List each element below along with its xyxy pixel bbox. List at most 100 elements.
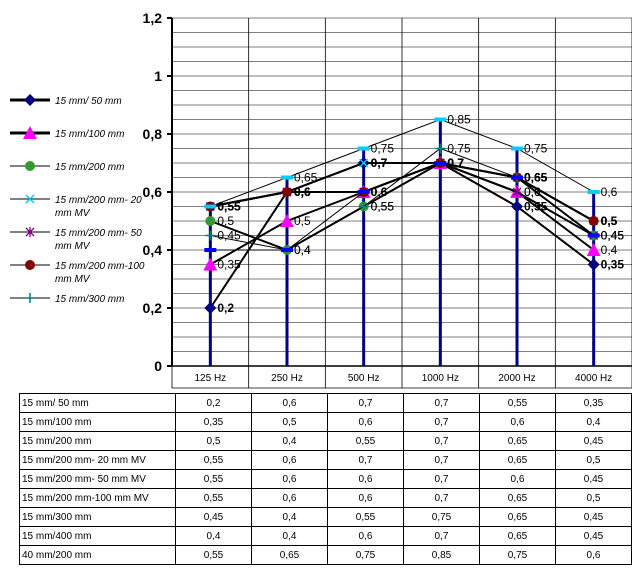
series-marker <box>511 200 523 213</box>
legend-entry: 15 mm/300 mm <box>10 293 124 305</box>
table-cell: 0,55 <box>327 431 404 451</box>
series-marker <box>281 175 293 180</box>
y-tick-label: 0,2 <box>143 300 163 316</box>
data-label: 0,65 <box>524 171 548 185</box>
series-marker <box>357 146 370 151</box>
data-label: 0,7 <box>447 156 464 170</box>
table-cell: 0,7 <box>403 431 480 451</box>
x-category-label: 250 Hz <box>271 373 303 384</box>
series-marker <box>204 302 217 314</box>
table-cell: 0,4 <box>251 526 328 546</box>
data-label: 0,6 <box>371 185 388 199</box>
data-table: 15 mm/ 50 mm 0,2 0,6 0,7 0,7 0,55 0,35 15 mm/10… <box>19 393 632 565</box>
data-label: 0,6 <box>371 185 388 199</box>
table-cell: 0,4 <box>175 526 252 546</box>
row-label: 15 mm/400 mm <box>19 526 176 546</box>
table-row: 40 mm/200 mm 0,55 0,65 0,75 0,85 0,75 0,6 <box>19 545 632 565</box>
data-label: 0,75 <box>524 142 548 156</box>
legend-entry: 15 mm/ 50 mm <box>10 94 122 107</box>
table-cell: 0,6 <box>251 450 328 470</box>
table-cell: 0,55 <box>175 450 252 470</box>
legend-entry: 15 mm/100 mm <box>10 126 124 140</box>
series-marker <box>434 117 447 122</box>
legend-entry: 15 mm/200 mm- 20 mm MV <box>10 194 142 219</box>
data-label: 0,65 <box>524 171 548 185</box>
table-cell: 0,4 <box>555 412 632 432</box>
table-cell: 0,6 <box>479 469 556 489</box>
table-cell: 0,5 <box>175 431 252 451</box>
data-label: 0,65 <box>524 171 548 185</box>
data-label: 0,6 <box>294 185 311 199</box>
data-label: 0,35 <box>601 258 625 272</box>
table-cell: 0,75 <box>403 507 480 527</box>
data-label: 0,7 <box>447 156 464 170</box>
y-axis-tick-labels: 0 0,2 0,4 0,6 0,8 1 1,2 <box>143 10 163 374</box>
series-marker <box>435 143 446 154</box>
table-cell: 0,7 <box>403 412 480 432</box>
table-cell: 0,75 <box>327 545 404 565</box>
row-label: 15 mm/ 50 mm <box>19 393 176 413</box>
table-cell: 0,65 <box>479 526 556 546</box>
row-label: 40 mm/200 mm <box>19 545 176 565</box>
line-chart: 0 0,2 0,4 0,6 0,8 1 1,2 125 Hz 250 Hz 500 Hz 1000… <box>10 10 632 389</box>
series-marker <box>281 248 293 252</box>
table-cell: 0,55 <box>175 469 252 489</box>
y-tick-label: 0,6 <box>143 184 163 200</box>
data-label: 0,7 <box>447 156 464 170</box>
table-cell: 0,5 <box>555 488 632 508</box>
data-label: 0,75 <box>371 142 395 156</box>
data-label: 0,6 <box>524 185 541 199</box>
table-row: 15 mm/100 mm 0,35 0,5 0,6 0,7 0,6 0,4 <box>19 412 632 432</box>
table-cell: 0,6 <box>251 488 328 508</box>
table-cell: 0,55 <box>327 507 404 527</box>
row-label: 15 mm/300 mm <box>19 507 176 527</box>
data-label: 0,2 <box>217 301 234 315</box>
table-cell: 0,65 <box>479 488 556 508</box>
data-label: 0,45 <box>601 229 625 243</box>
data-label: 0,55 <box>524 200 548 214</box>
data-label: 0,55 <box>217 200 241 214</box>
table-cell: 0,5 <box>251 412 328 432</box>
y-tick-label: 1,2 <box>143 10 163 26</box>
chart-data-labels: 0,20,60,7 0,70,550,350,350,50,60,70,60,40… <box>217 113 624 316</box>
legend-label: 15 mm/100 mm <box>55 129 124 140</box>
table-cell: 0,45 <box>175 507 252 527</box>
series-marker <box>587 258 600 271</box>
series-marker <box>204 204 217 209</box>
legend-label: 15 mm/200 mm-100 <box>55 261 145 272</box>
series-marker <box>203 257 218 271</box>
data-label: 0,4 <box>294 243 311 257</box>
table-cell: 0,35 <box>175 412 252 432</box>
series-marker <box>280 214 294 227</box>
table-cell: 0,55 <box>175 488 252 508</box>
series-marker <box>587 233 600 238</box>
table-cell: 0,6 <box>251 393 328 413</box>
legend-label: 15 mm/200 mm- 50 <box>55 228 142 239</box>
table-cell: 0,65 <box>251 545 328 565</box>
series-marker <box>359 158 369 168</box>
series-marker <box>282 187 292 197</box>
legend-entry: 15 mm/200 mm- 50 mm MV <box>10 227 142 252</box>
series-marker <box>512 187 522 197</box>
data-label: 0,6 <box>294 185 311 199</box>
series-marker <box>24 94 36 106</box>
row-label: 15 mm/200 mm <box>19 431 176 451</box>
table-cell: 0,7 <box>327 450 404 470</box>
legend-entry: 15 mm/200 mm-100 mm MV <box>10 260 145 285</box>
table-cell: 0,5 <box>555 450 632 470</box>
x-category-label: 2000 Hz <box>498 373 535 384</box>
x-category-label: 4000 Hz <box>575 373 612 384</box>
x-axis-category-labels: 125 Hz 250 Hz 500 Hz 1000 Hz 2000 Hz 4000 Hz <box>194 373 612 384</box>
table-row: 15 mm/300 mm 0,45 0,4 0,55 0,75 0,65 0,45 <box>19 507 632 527</box>
data-label: 0,7 <box>371 156 388 170</box>
table-cell: 0,7 <box>403 488 480 508</box>
series-marker <box>205 230 216 241</box>
legend-label: 15 mm/200 mm- 20 <box>55 195 142 206</box>
data-label: 0,5 <box>601 214 618 228</box>
row-label: 15 mm/100 mm <box>19 412 176 432</box>
series-marker <box>357 190 370 194</box>
chart-legend: 15 mm/ 50 mm 15 mm/100 mm 15 mm/200 mm 15 m… <box>10 94 145 305</box>
table-cell: 0,2 <box>175 393 252 413</box>
data-label: 0,35 <box>217 258 241 272</box>
data-label: 0,6 <box>524 185 541 199</box>
